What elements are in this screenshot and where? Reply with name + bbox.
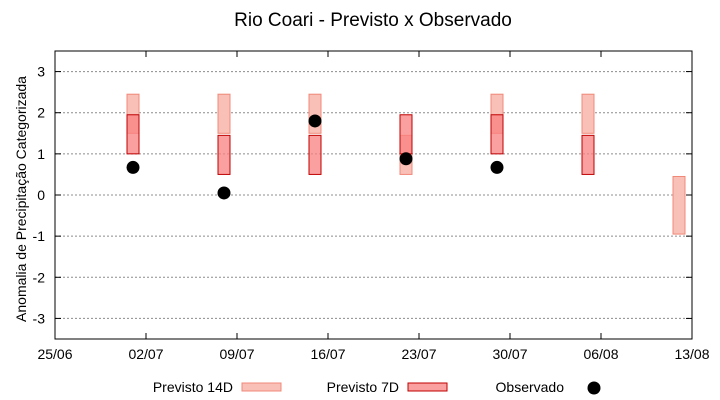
legend-swatch <box>407 382 448 392</box>
x-tick-label: 25/06 <box>37 346 72 362</box>
bar-previsto-7d <box>217 134 231 175</box>
y-tick-label: 3 <box>37 64 45 80</box>
chart-title: Rio Coari - Previsto x Observado <box>234 10 512 31</box>
y-ticks: 3 2 1 0 -1 -2 -3 <box>33 64 692 326</box>
bar-previsto-7d <box>126 114 140 155</box>
grid-lines <box>55 71 692 319</box>
x-tick-label: 23/07 <box>401 346 436 362</box>
y-tick-label: -3 <box>33 310 46 326</box>
y-tick-label: 2 <box>37 105 45 121</box>
bar-previsto-7d <box>490 114 504 155</box>
point-observado <box>217 186 231 200</box>
observed-points <box>126 114 504 200</box>
forecast-bars <box>126 93 686 235</box>
legend: Previsto 14D Previsto 7D Observado <box>153 379 601 395</box>
bar-previsto-7d <box>399 114 413 155</box>
x-tick-label: 09/07 <box>219 346 254 362</box>
legend-label: Previsto 7D <box>327 379 399 395</box>
y-tick-label: 0 <box>37 187 45 203</box>
x-ticks: 25/06 02/07 09/07 16/07 23/07 30/07 06/08 13/08 <box>37 51 710 362</box>
x-tick-label: 02/07 <box>128 346 163 362</box>
legend-label: Previsto 14D <box>153 379 233 395</box>
bar-previsto-7d <box>308 134 322 175</box>
x-tick-label: 30/07 <box>492 346 527 362</box>
point-observado <box>399 152 413 166</box>
bar-previsto-14d <box>672 175 686 235</box>
x-tick-label: 13/08 <box>674 346 709 362</box>
point-observado <box>490 160 504 174</box>
x-tick-label: 06/08 <box>583 346 618 362</box>
point-observado <box>126 160 140 174</box>
y-tick-label: -1 <box>33 228 46 244</box>
bar-previsto-7d <box>581 134 595 175</box>
bar-previsto-14d <box>581 93 595 134</box>
legend-swatch <box>241 382 282 392</box>
x-tick-label: 16/07 <box>310 346 345 362</box>
legend-label: Observado <box>496 379 565 395</box>
y-tick-label: 1 <box>37 146 45 162</box>
y-tick-label: -2 <box>33 269 46 285</box>
point-observado <box>308 114 322 128</box>
bar-previsto-14d <box>217 93 231 134</box>
y-axis-label: Anomalia de Precipitação Categorizada <box>13 76 29 322</box>
legend-swatch <box>587 381 601 395</box>
